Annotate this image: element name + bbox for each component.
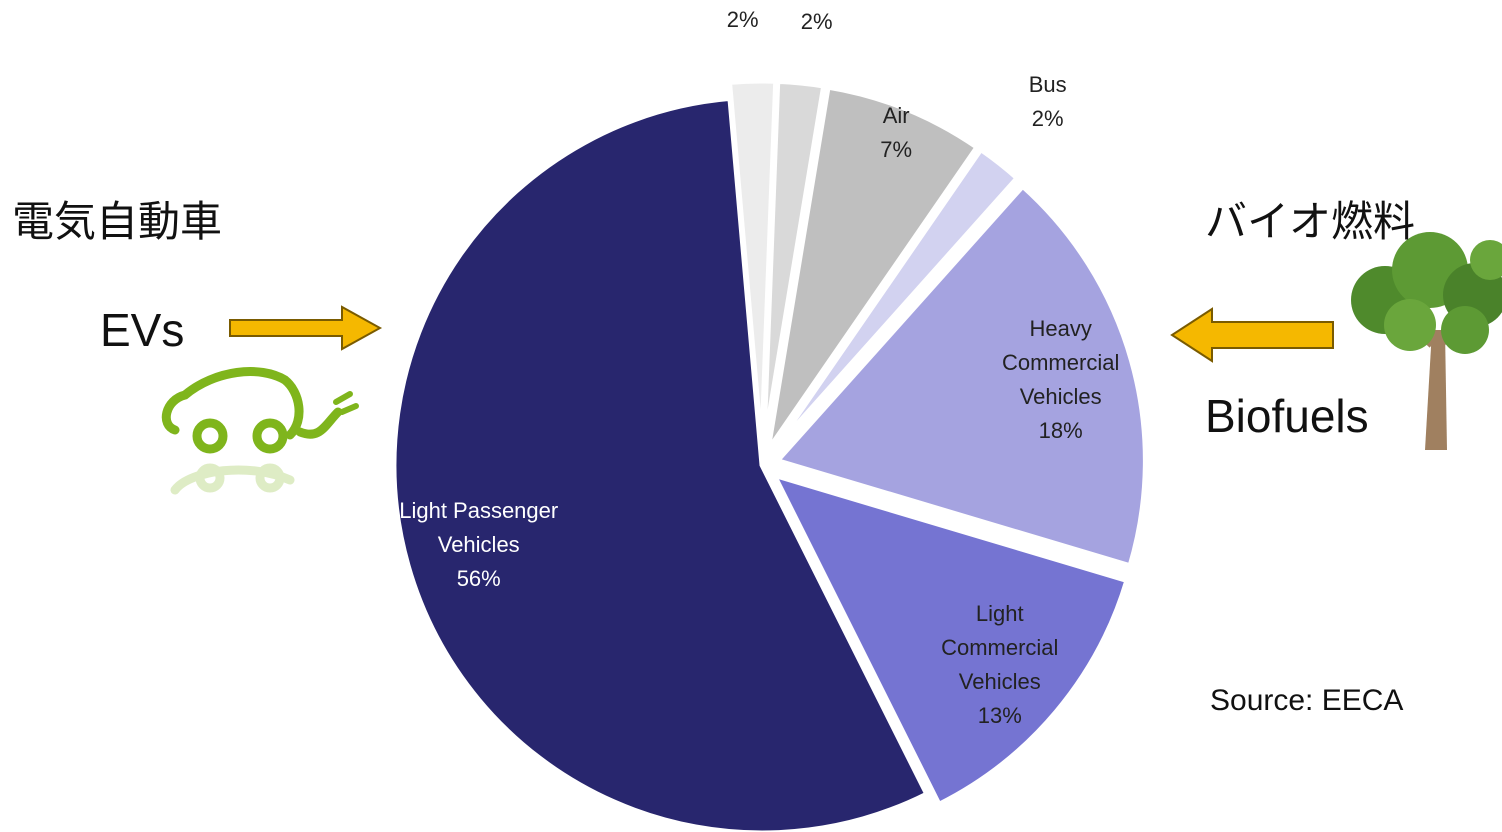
value-label: 2% xyxy=(726,7,759,33)
category-label: Heavy Commercial Vehicles xyxy=(1001,316,1120,410)
slice-label: Light Commercial Vehicles 13% xyxy=(930,597,1070,733)
slice-label: Rail 2% xyxy=(747,0,887,39)
category-label: Light Commercial Vehicles xyxy=(941,600,1059,694)
slice-label: Bus 2% xyxy=(978,68,1118,136)
tree-icon xyxy=(1351,232,1502,450)
ev-arrow xyxy=(229,305,383,351)
category-label: Air xyxy=(882,102,910,128)
annotation: EVs xyxy=(100,304,185,356)
category-label: Rail xyxy=(747,0,887,5)
slice-label: Heavy Commercial Vehicles 18% xyxy=(991,312,1131,448)
pie-slice xyxy=(769,471,1131,808)
category-label: Bus xyxy=(1028,71,1067,97)
pie-slice xyxy=(391,95,931,832)
value-label: 7% xyxy=(880,136,913,162)
annotation: バイオ燃料 xyxy=(1205,198,1416,245)
value-label: 18% xyxy=(1038,418,1083,444)
value-label: 13% xyxy=(977,702,1022,728)
value-label: 2% xyxy=(1031,105,1064,131)
biofuel-arrow xyxy=(1170,307,1334,363)
pie-slice xyxy=(761,78,827,450)
pie-slice xyxy=(772,182,1148,569)
pie-slice xyxy=(765,84,981,452)
annotation: 電気自動車 xyxy=(12,198,223,245)
pie-slice xyxy=(769,146,1021,455)
value-label: 2% xyxy=(800,9,833,35)
slice-label: Sea2% xyxy=(673,0,813,37)
annotation: Source: EECA xyxy=(1210,684,1404,717)
slice-label: Light Passenger Vehicles 56% xyxy=(384,494,574,596)
ev-car-icon xyxy=(161,367,359,495)
annotation: Biofuels xyxy=(1205,390,1369,442)
value-label: 56% xyxy=(456,566,501,592)
slice-label: Air 7% xyxy=(826,99,966,167)
category-label: Light Passenger Vehicles xyxy=(399,498,559,558)
